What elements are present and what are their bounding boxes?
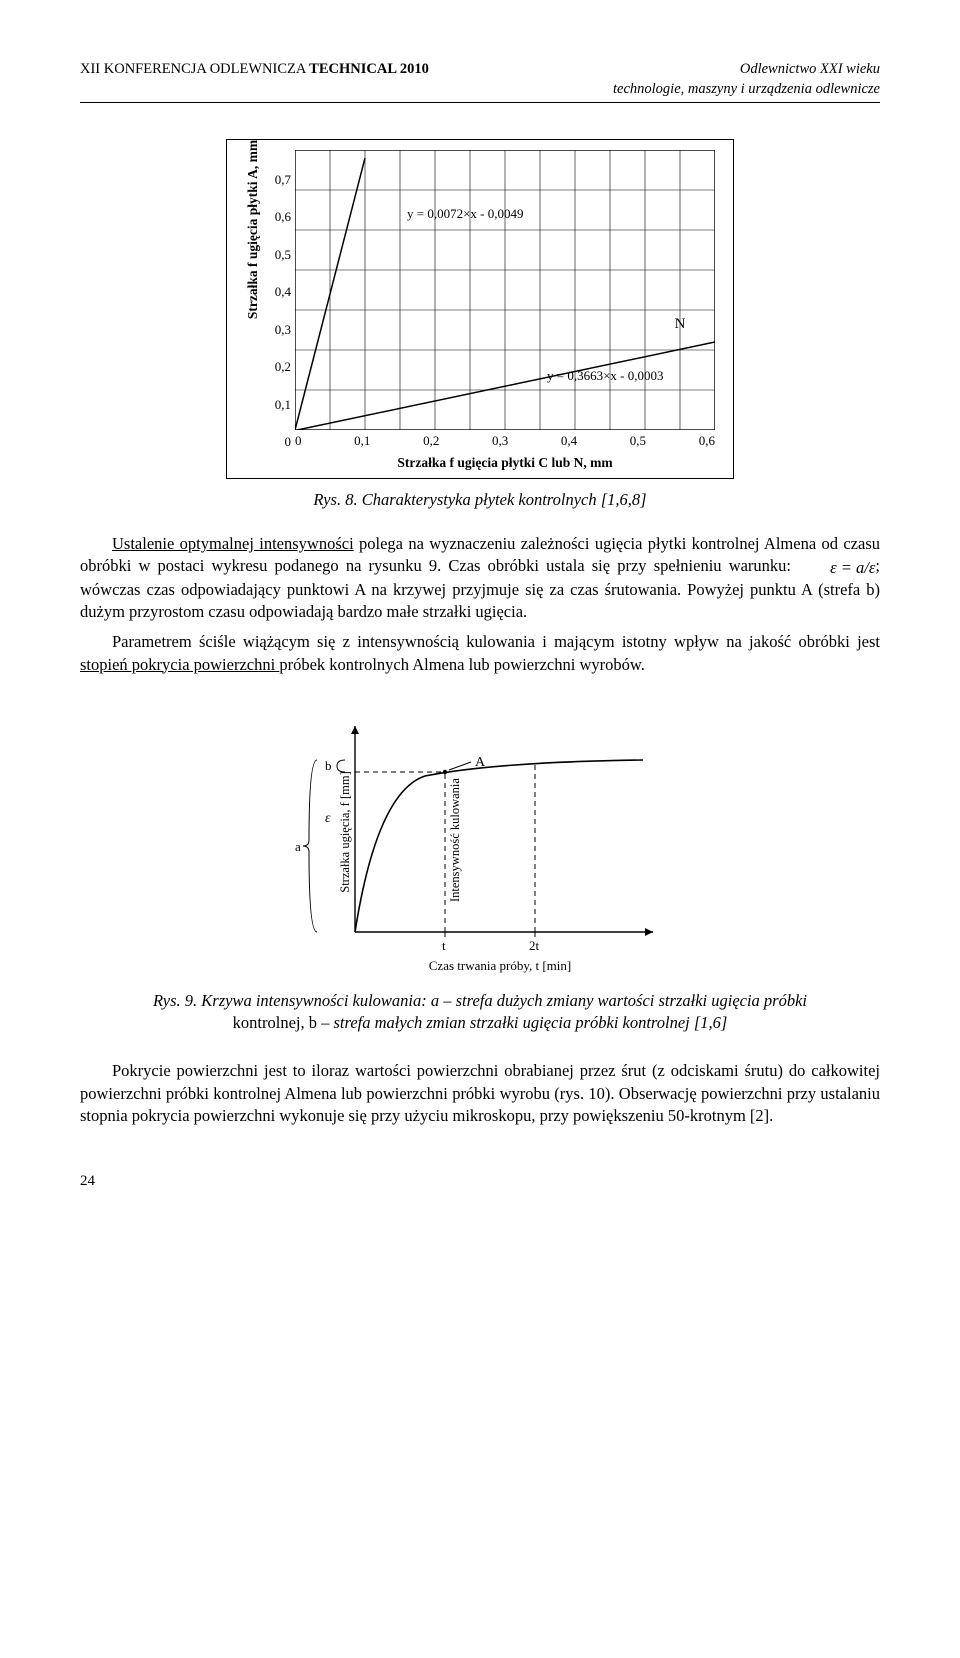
chart-figure: Strzałka f ugięcia płytki A, mm 0,7 0,6 … [80,139,880,479]
figure9-caption: Rys. 9. Krzywa intensywności kulowania: … [140,990,820,1035]
para1-lead: Ustalenie optymalnej intensywności [112,534,354,553]
ytick: 0,7 [267,171,291,189]
header-right-line1: Odlewnictwo XXI wieku [613,60,880,80]
page-header: XII KONFERENCJA ODLEWNICZA TECHNICAL 201… [80,60,880,99]
header-left-a: XII KONFERENCJA ODLEWNICZA [80,61,309,77]
xtick: 0,6 [699,432,715,450]
chart-y-ticks: 0,7 0,6 0,5 0,4 0,3 0,2 0,1 0 [267,171,291,451]
paragraph-3: Pokrycie powierzchni jest to iloraz wart… [80,1060,880,1127]
para2-b: próbek kontrolnych Almena lub powierzchn… [279,655,645,674]
chart-border: Strzałka f ugięcia płytki A, mm 0,7 0,6 … [226,139,734,479]
figure9-plot: Aa b ε Intensywność kulowania t 2t Strzałka ug… [285,712,675,982]
ytick: 0,5 [267,246,291,264]
ytick: 0 [267,433,291,451]
paragraph-2: Parametrem ściśle wiążącym się z intensy… [80,631,880,676]
svg-text:N: N [675,316,686,332]
xtick: 0,1 [354,432,370,450]
xtick: 0 [295,432,302,450]
xtick: 0,2 [423,432,439,450]
para2-a: Parametrem ściśle wiążącym się z intensy… [112,632,880,651]
svg-text:b: b [325,758,332,773]
svg-text:A: A [475,755,486,770]
fig2-cap-c: – strefa małych zmian strzałki ugięcia p… [317,1013,727,1032]
svg-text:a: a [295,839,301,854]
ytick: 0,2 [267,358,291,376]
header-right: Odlewnictwo XXI wieku technologie, maszy… [613,60,880,99]
svg-text:t: t [442,938,446,953]
chart-x-axis-label: Strzałka f ugięcia płytki C lub N, mm [295,454,715,472]
svg-text:y = 0,0072×x - 0,0049: y = 0,0072×x - 0,0049 [407,206,524,221]
xtick: 0,5 [630,432,646,450]
header-divider [80,102,880,103]
fig2-cap-b: kontrolnej, b [233,1013,317,1032]
svg-text:Strzałka ugięcia, f [mm]: Strzałka ugięcia, f [mm] [338,771,352,892]
svg-text:C: C [350,150,360,154]
svg-text:2t: 2t [529,938,540,953]
para1-formula: ε = a/ε [798,557,875,579]
ytick: 0,1 [267,396,291,414]
fig2-cap-a: Rys. 9. Krzywa intensywności kulowania: … [153,991,807,1010]
svg-text:ε: ε [325,811,331,826]
ytick: 0,4 [267,283,291,301]
paragraph-1: Ustalenie optymalnej intensywności poleg… [80,533,880,623]
figure8-caption: Rys. 8. Charakterystyka płytek kontrolny… [80,489,880,511]
chart-plot-area: Cy = 0,0072×x - 0,0049 Ny = 0,3663×x - 0,… [295,150,715,430]
chart-y-axis-label: Strzałka f ugięcia płytki A, mm [244,303,262,319]
xtick: 0,3 [492,432,508,450]
svg-text:y = 0,3663×x - 0,0003: y = 0,3663×x - 0,0003 [547,368,664,383]
page-number: 24 [80,1171,880,1191]
header-left-b: TECHNICAL 2010 [309,61,429,77]
figure9: Aa b ε Intensywność kulowania t 2t Strzałka ug… [80,712,880,982]
ytick: 0,3 [267,321,291,339]
header-left: XII KONFERENCJA ODLEWNICZA TECHNICAL 201… [80,60,429,99]
para2-u: stopień pokrycia powierzchni [80,655,279,674]
xtick: 0,4 [561,432,577,450]
svg-text:Czas trwania próby, t [min]: Czas trwania próby, t [min] [429,958,571,973]
chart-x-ticks: 0 0,1 0,2 0,3 0,4 0,5 0,6 [295,432,715,450]
header-right-line2: technologie, maszyny i urządzenia odlewn… [613,80,880,100]
ytick: 0,6 [267,208,291,226]
svg-text:Intensywność kulowania: Intensywność kulowania [448,777,462,901]
